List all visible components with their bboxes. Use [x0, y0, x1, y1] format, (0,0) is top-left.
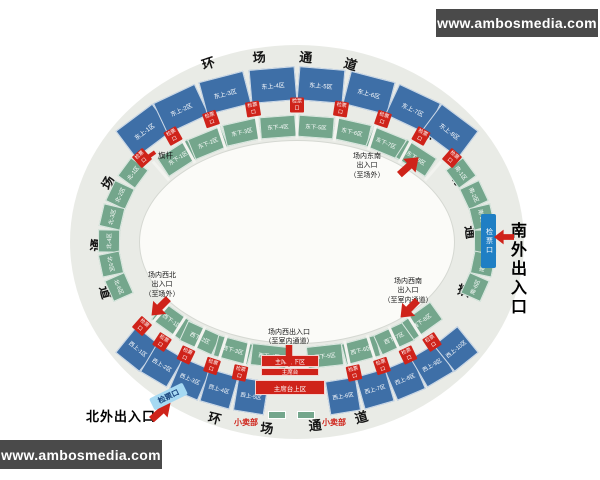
north-outer-gate-label: 北外出入口 — [86, 409, 157, 424]
ticket-gate-badge: 检票口 — [244, 99, 261, 118]
entrance-label-southwest: 场内西南 出入口 （至室内通道） — [374, 277, 442, 305]
entrance-line: 场内西南 — [394, 278, 422, 285]
entrance-line: 场内西北 — [148, 272, 176, 279]
section-east_upper-5[interactable]: 东上-5区 — [296, 66, 346, 104]
snack-shop-label: 小卖部 — [322, 418, 346, 427]
south-ticket-gate-badge: 检票口 — [481, 214, 496, 268]
ticket-gate-badge: 检票口 — [345, 364, 363, 382]
section-west_upper-6[interactable]: 西上-6区 — [325, 377, 362, 416]
section-east_lower-5[interactable]: 东下-5区 — [296, 114, 335, 139]
ticket-gate-badge: 检票口 — [290, 97, 304, 113]
section-north-4[interactable]: 北-4区 — [97, 229, 121, 253]
flagpole-label: 旗杆 — [158, 151, 173, 160]
rostrum-stage[interactable]: 主席台 — [261, 368, 319, 376]
entrance-line: 出入口 — [397, 287, 419, 295]
entrance-line: （至场外） — [144, 290, 180, 298]
south-outer-gate-label: 南外出入口 — [508, 222, 525, 317]
concourse-ring-label: 场 — [251, 48, 267, 66]
section-east_lower-4[interactable]: 东下-4区 — [259, 114, 298, 139]
entrance-line: （至室内通道） — [264, 338, 314, 346]
entrance-label-west: 场内西出入口 （至室内通道） — [236, 328, 342, 347]
concourse-ring-label: 场 — [259, 419, 275, 437]
snack-shop-label: 小卖部 — [234, 418, 258, 427]
entrance-line: 出入口 — [151, 281, 173, 289]
watermark-bottom: www.ambosmedia.com — [0, 440, 162, 469]
entrance-line: 场内西出入口 — [268, 329, 310, 336]
entrance-label-northwest: 场内西北 出入口 （至场外） — [134, 271, 190, 299]
entrance-line: 出入口 — [356, 162, 378, 170]
entrance-line: 场内东南 — [353, 153, 381, 160]
concourse-ring-label: 通 — [298, 48, 314, 66]
aisle-stem — [295, 113, 299, 139]
snack-shop-block — [297, 411, 315, 419]
ticket-gate-badge: 检票口 — [333, 99, 350, 118]
entrance-line: （至场外） — [349, 171, 385, 179]
watermark-top: www.ambosmedia.com — [436, 9, 598, 37]
snack-shop-block — [268, 411, 286, 419]
rostrum-upper-section[interactable]: 主席台上区 — [255, 380, 325, 395]
entrance-label-southeast: 场内东南 出入口 （至场外） — [337, 152, 397, 180]
entrance-line: （至室内通道） — [383, 296, 433, 304]
concourse-ring-label: 环 — [199, 53, 217, 73]
